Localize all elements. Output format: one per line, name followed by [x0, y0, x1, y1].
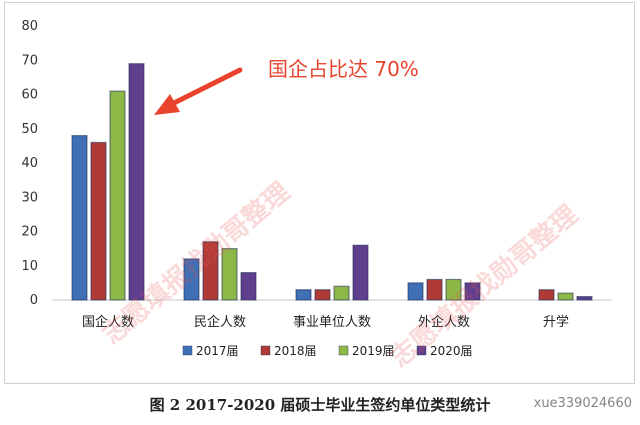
y-tick-label: 60 — [21, 88, 38, 103]
x-tick-label: 升学 — [543, 314, 569, 330]
bar-2020届-民企人数 — [240, 272, 257, 301]
bar-2017届-外企人数 — [407, 282, 424, 301]
chart-bars: 国企人数 民企人数 事业单位人数 外企人数 升学 — [71, 63, 593, 330]
bar-2020届-国企人数 — [128, 63, 145, 301]
y-tick-label: 0 — [30, 293, 38, 308]
bar-2019届-外企人数 — [445, 278, 462, 301]
bar-2017届-国企人数 — [71, 135, 88, 301]
x-tick-label: 事业单位人数 — [293, 315, 371, 330]
y-tick-label: 30 — [21, 190, 38, 205]
y-tick-label: 10 — [21, 259, 38, 274]
annotation-text: 国企占比达 70% — [268, 57, 419, 81]
annotation-arrow-head — [154, 94, 180, 115]
bar-2019届-事业单位人数 — [333, 285, 350, 301]
x-tick-label: 民企人数 — [194, 314, 246, 330]
legend-swatch — [416, 345, 427, 356]
x-tick-label: 国企人数 — [82, 314, 134, 330]
legend-swatch — [182, 345, 193, 356]
bar-2020届-外企人数 — [464, 282, 481, 301]
bar-2019届-民企人数 — [221, 248, 238, 301]
bar-2019届-升学 — [557, 292, 574, 301]
y-tick-label: 20 — [21, 225, 38, 240]
y-tick-label: 50 — [21, 122, 38, 137]
bar-2017届-事业单位人数 — [295, 289, 312, 301]
y-tick-label: 40 — [21, 156, 38, 171]
chart-annotation: 国企占比达 70% — [154, 57, 419, 115]
bar-2018届-事业单位人数 — [314, 289, 331, 301]
legend-label: 2019届 — [352, 344, 395, 358]
y-tick-label: 80 — [21, 19, 38, 34]
legend-swatch — [338, 345, 349, 356]
chart-axes: 0 10 20 30 40 50 60 70 80 — [21, 19, 612, 308]
watermarks: 志愿填报找勋哥整理 志愿填报找勋哥整理 — [97, 176, 584, 373]
footer-id: xue339024660 — [533, 396, 632, 411]
legend-label: 2017届 — [196, 344, 239, 358]
bar-2018届-外企人数 — [426, 278, 443, 301]
bar-2019届-国企人数 — [109, 90, 126, 301]
bar-2018届-国企人数 — [90, 141, 107, 301]
chart-legend: 2017届 2018届 2019届 2020届 — [182, 344, 473, 358]
bar-2018届-升学 — [538, 289, 555, 301]
legend-label: 2018届 — [274, 344, 317, 358]
bar-2017届-民企人数 — [183, 258, 200, 301]
legend-swatch — [260, 345, 271, 356]
x-tick-label: 外企人数 — [418, 314, 470, 330]
y-tick-label: 70 — [21, 53, 38, 68]
bar-2020届-升学 — [576, 295, 593, 301]
figure-caption: 图 2 2017-2020 届硕士毕业生签约单位类型统计 — [149, 396, 491, 414]
bar-chart: 0 10 20 30 40 50 60 70 80 国企人数 民企人数 事业单位人数 外企人数 升学 2… — [21, 19, 612, 373]
legend-label: 2020届 — [430, 344, 473, 358]
chart-frame — [4, 2, 635, 384]
annotation-arrow-shaft — [169, 67, 243, 107]
bar-2018届-民企人数 — [202, 241, 219, 301]
bar-2020届-事业单位人数 — [352, 244, 369, 301]
